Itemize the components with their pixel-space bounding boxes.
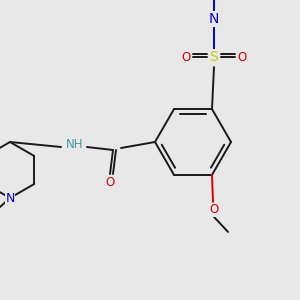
- Text: N: N: [5, 191, 15, 205]
- Text: O: O: [182, 51, 190, 64]
- Text: N: N: [209, 12, 219, 26]
- Text: NH: NH: [66, 139, 84, 152]
- Text: O: O: [105, 176, 115, 188]
- Text: O: O: [237, 51, 247, 64]
- Text: S: S: [210, 50, 218, 64]
- Text: O: O: [209, 203, 219, 216]
